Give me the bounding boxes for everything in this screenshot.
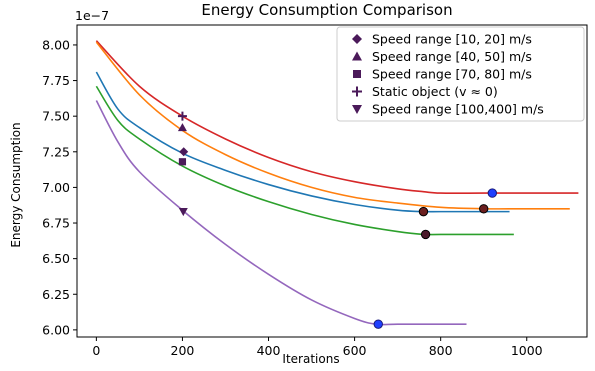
marker-layer xyxy=(177,111,189,217)
series-line-5 xyxy=(95,100,467,326)
speed-marker-2 xyxy=(177,123,187,132)
y-tick-label: 6.00 xyxy=(42,322,70,337)
convergence-point-5 xyxy=(373,319,383,329)
legend-marker-2 xyxy=(352,51,362,61)
speed-marker-1 xyxy=(179,147,189,157)
legend-marker-1 xyxy=(352,34,362,44)
legend-marker-3 xyxy=(353,70,361,78)
convergence-point-2 xyxy=(418,206,429,217)
y-tick-label: 6.25 xyxy=(42,287,70,302)
legend-label-4: Static object (v ≈ 0) xyxy=(372,84,498,99)
legend-label-3: Speed range [70, 80] m/s xyxy=(372,67,532,82)
x-axis: 0 200 400 600 800 1000 xyxy=(92,337,543,358)
y-tick-label: 7.50 xyxy=(42,109,70,124)
chart-title: Energy Consumption Comparison xyxy=(201,1,452,19)
convergence-point-1 xyxy=(487,188,498,198)
legend-label-2: Speed range [40, 50] m/s xyxy=(372,49,532,64)
x-tick-label: 1000 xyxy=(511,343,543,358)
legend: Speed range [10, 20] m/s Speed range [40,… xyxy=(336,26,585,122)
legend-marker-5 xyxy=(352,105,362,114)
y-axis-label: Energy Consumption xyxy=(9,122,23,247)
legend-marker-4 xyxy=(352,86,362,97)
y-tick-label: 6.75 xyxy=(42,216,70,231)
y-tick-label: 8.00 xyxy=(42,37,70,52)
convergence-point-layer xyxy=(373,188,498,329)
speed-marker-3 xyxy=(178,158,187,166)
x-tick-label: 0 xyxy=(92,343,100,358)
x-tick-label: 200 xyxy=(171,343,195,358)
series-line-4 xyxy=(95,85,514,236)
x-tick-label: 800 xyxy=(429,343,453,358)
speed-marker-4 xyxy=(177,111,187,121)
y-tick-label: 7.25 xyxy=(42,144,70,159)
legend-label-5: Speed range [100,400] m/s xyxy=(372,102,544,117)
speed-marker-5 xyxy=(178,208,188,217)
y-axis: 6.00 6.25 6.50 6.75 7.00 7.25 7.50 7.75 8.00 xyxy=(42,37,77,337)
x-tick-label: 600 xyxy=(343,343,367,358)
legend-box xyxy=(336,26,585,122)
convergence-point-4 xyxy=(420,229,431,240)
plot-frame xyxy=(76,24,588,338)
series-line-3 xyxy=(95,71,510,213)
x-axis-label: Iterations xyxy=(282,352,339,366)
legend-label-1: Speed range [10, 20] m/s xyxy=(372,32,532,47)
y-tick-label: 7.75 xyxy=(42,73,70,88)
convergence-point-3 xyxy=(479,204,489,214)
y-scale-label: 1e−7 xyxy=(75,8,109,23)
x-tick-label: 400 xyxy=(257,343,281,358)
y-tick-label: 6.50 xyxy=(42,251,70,266)
y-tick-label: 7.00 xyxy=(42,180,70,195)
